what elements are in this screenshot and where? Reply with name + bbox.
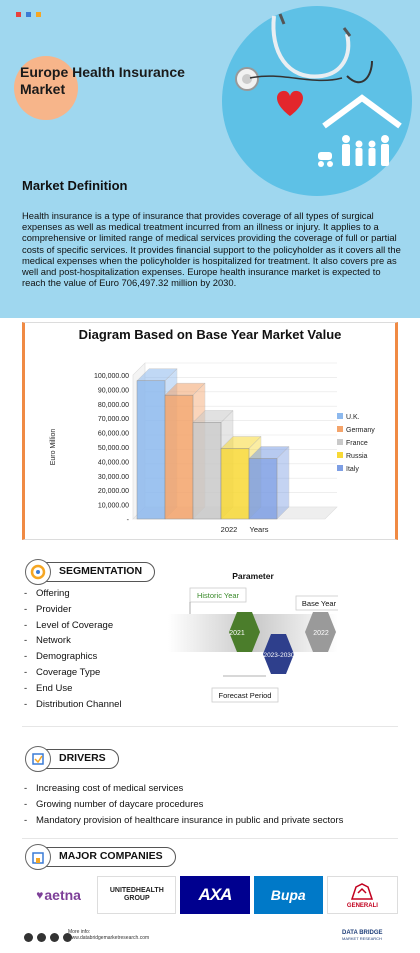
segmentation-label: SEGMENTATION [59, 565, 143, 577]
web-icon[interactable] [63, 933, 72, 942]
bar-russia [220, 448, 250, 520]
definition-text: Health insurance is a type of insurance … [22, 210, 401, 289]
y-tick-label: 60,000.00 [98, 431, 129, 438]
bar-germany [164, 394, 194, 520]
axa-logo: AXA [180, 876, 250, 914]
legend-swatch [337, 439, 343, 445]
list-item: Network [24, 633, 122, 649]
y-tick-label: 90,000.00 [98, 387, 129, 394]
y-tick-label: 40,000.00 [98, 459, 129, 466]
target-icon [25, 559, 51, 585]
y-tick-label: 20,000.00 [98, 488, 129, 495]
x-axis-label: Years [250, 525, 269, 534]
legend-swatch [337, 465, 343, 471]
list-item: Offering [24, 586, 122, 602]
historic-hexagon [229, 612, 260, 652]
y-tick-label: 10,000.00 [98, 503, 129, 510]
title-blob [14, 56, 78, 120]
legend-label: Russia [346, 453, 368, 460]
bupa-logo: Bupa [253, 876, 323, 914]
parameter-diagram: Parameter Historic Year Base Year 2021 2… [168, 566, 343, 708]
dot-red [16, 12, 21, 17]
legend-swatch [337, 413, 343, 419]
unitedhealth-logo: UNITEDHEALTH GROUP [97, 876, 177, 914]
color-dots [16, 12, 41, 17]
health-illustration [235, 13, 402, 167]
social-icons [24, 933, 72, 942]
divider [22, 726, 398, 727]
x-tick-label: 2022 [221, 525, 238, 534]
lion-icon [351, 883, 374, 900]
generali-logo: GENERALI [326, 876, 399, 914]
family-icon [318, 135, 389, 167]
list-item: Provider [24, 602, 122, 618]
heart-icon: ♥ [36, 888, 44, 902]
legend-label: Germany [346, 427, 375, 434]
definition-heading: Market Definition [22, 178, 128, 193]
list-item: End Use [24, 681, 122, 697]
list-item: Demographics [24, 649, 122, 665]
base-hexagon [305, 612, 336, 652]
chart-title: Diagram Based on Base Year Market Value [78, 327, 342, 342]
base-year-value: 2022 [313, 630, 329, 637]
forecast-period-label: Forecast Period [219, 691, 272, 700]
y-tick-label: 70,000.00 [98, 416, 129, 423]
divider [22, 838, 398, 839]
legend-swatch [337, 426, 343, 432]
dot-orange [36, 12, 41, 17]
y-tick-label: 50,000.00 [98, 445, 129, 452]
historic-year-value: 2021 [229, 630, 245, 637]
header-banner: Europe Health Insurance Market Market De… [0, 0, 420, 318]
website-link[interactable]: www.databridgemarketresearch.com [68, 935, 150, 941]
twitter-icon[interactable] [50, 933, 59, 942]
legend-label: France [346, 440, 368, 447]
list-item: Growing number of daycare procedures [24, 797, 343, 813]
legend-swatch [337, 452, 343, 458]
drivers-icon [25, 746, 51, 772]
house-icon [322, 94, 402, 129]
list-item: Level of Coverage [24, 618, 122, 634]
list-item: Mandatory provision of healthcare insura… [24, 813, 343, 829]
dot-blue [26, 12, 31, 17]
list-item: Coverage Type [24, 665, 122, 681]
list-item: Increasing cost of medical services [24, 781, 343, 797]
forecast-hexagon [263, 634, 294, 674]
bar-uk [136, 380, 166, 520]
segmentation-pill: SEGMENTATION [25, 559, 156, 585]
y-tick-label: 80,000.00 [98, 402, 129, 409]
y-axis-label: Euro Million [50, 429, 57, 466]
bar-italy [248, 458, 278, 520]
heart-icon [277, 90, 303, 116]
instagram-icon[interactable] [24, 933, 33, 942]
drivers-list: Increasing cost of medical services Grow… [24, 781, 343, 828]
bar-side [276, 445, 290, 520]
aetna-logo: ♥ aetna [24, 876, 94, 914]
companies-label: MAJOR COMPANIES [59, 850, 163, 862]
list-item: Distribution Channel [24, 697, 122, 713]
companies-pill: MAJOR COMPANIES [25, 844, 176, 870]
parameter-title: Parameter [232, 571, 274, 581]
facebook-icon[interactable] [37, 933, 46, 942]
legend-label: U.K. [346, 414, 360, 421]
historic-year-label: Historic Year [197, 591, 240, 600]
base-year-label: Base Year [302, 599, 337, 608]
data-bridge-logo: DATA BRIDGE MARKET RESEARCH [342, 930, 383, 941]
drivers-pill: DRIVERS [25, 746, 119, 772]
page-title: Europe Health Insurance Market [20, 64, 185, 97]
bar-chart: 100,000.00 90,000.00 80,000.00 70,000.00 60,… [50, 362, 375, 534]
y-tick-label: - [127, 517, 130, 524]
building-icon [25, 844, 51, 870]
more-info: More info: www.databridgemarketresearch.… [68, 929, 150, 941]
segmentation-list: Offering Provider Level of Coverage Netw… [24, 586, 122, 712]
legend-label: Italy [346, 466, 359, 473]
hero-illustration [222, 6, 412, 196]
y-tick-label: 100,000.00 [94, 373, 129, 380]
bar-france [192, 422, 222, 520]
chart-card: Diagram Based on Base Year Market Value … [22, 322, 398, 540]
y-tick-label: 30,000.00 [98, 474, 129, 481]
drivers-label: DRIVERS [59, 752, 106, 764]
company-logos: ♥ aetna UNITEDHEALTH GROUP AXA Bupa GENER… [24, 876, 399, 916]
forecast-years-value: 2023-2030 [263, 652, 294, 659]
